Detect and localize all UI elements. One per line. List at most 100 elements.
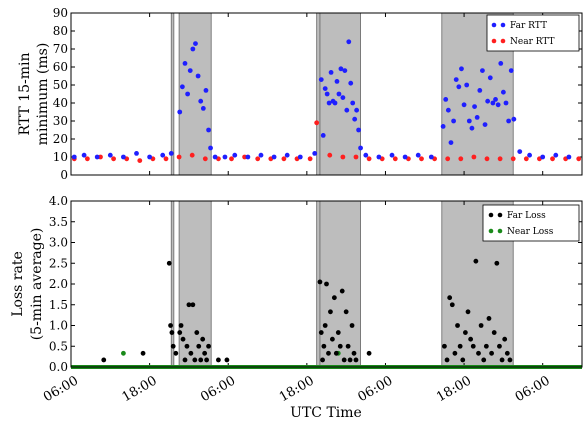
loss-ytick-label: 3.5 (49, 215, 68, 229)
rtt-far-point (168, 151, 174, 156)
loss-far-point (449, 302, 455, 308)
loss-far-point (177, 330, 183, 335)
rtt-far-point (338, 66, 344, 72)
rtt-far-point (363, 152, 369, 158)
loss-far-point (331, 295, 337, 301)
loss-xtick-label: 06:00 (41, 373, 81, 405)
loss-plot-frame (70, 200, 583, 368)
rtt-far-point (451, 118, 456, 124)
rtt-far-point (503, 100, 509, 106)
rtt-legend: Far RTT Near RTT (486, 14, 580, 52)
rtt-far-point (358, 145, 363, 151)
rtt-far-point (490, 100, 496, 106)
rtt-near-point (419, 156, 424, 162)
loss-ylabel-line-2: (5-min average) (29, 228, 45, 341)
loss-far-point (194, 330, 200, 335)
rtt-far-point (445, 107, 451, 113)
rtt-near-point (445, 156, 451, 162)
rtt-far-point (474, 115, 480, 120)
rtt-far-point (506, 118, 512, 124)
rtt-near-point (229, 156, 234, 162)
loss-ytick-label: 4.0 (49, 194, 68, 208)
loss-far-point (184, 343, 190, 349)
rtt-far-point (334, 79, 340, 84)
loss-shaded-interval (170, 200, 175, 368)
rtt-legend-near-marker (491, 38, 497, 44)
rtt-ytick-label: 0 (60, 168, 68, 182)
rtt-far-point (480, 68, 485, 73)
loss-far-point (349, 323, 355, 328)
loss-far-point (476, 350, 481, 356)
rtt-far-point (328, 70, 334, 75)
rtt-far-point (185, 91, 191, 97)
rtt-far-point (94, 154, 100, 160)
rtt-far-point (258, 152, 264, 158)
rtt-far-point (107, 152, 113, 158)
loss-far-point (507, 357, 513, 363)
rtt-shaded-interval (316, 12, 321, 176)
rtt-near-point (255, 156, 261, 162)
loss-far-point (442, 343, 447, 349)
rtt-far-point (203, 88, 209, 93)
rtt-ytick-label: 30 (53, 114, 68, 128)
loss-far-point (366, 350, 372, 356)
rtt-near-point (523, 156, 529, 162)
rtt-far-point (160, 152, 166, 158)
rtt-far-point (466, 118, 472, 124)
rtt-near-point (458, 156, 464, 162)
rtt-ylabel-line-1: RTT 15-min (17, 53, 33, 136)
loss-far-point (317, 279, 323, 285)
rtt-plot-frame (70, 12, 583, 176)
rtt-far-point (459, 66, 464, 72)
rtt-far-point (332, 100, 338, 106)
rtt-near-point (510, 156, 516, 162)
rtt-far-point (346, 39, 352, 45)
loss-ytick-label: 2.5 (49, 256, 68, 270)
rtt-near-point (366, 156, 372, 162)
loss-ytick-label: 3.0 (49, 236, 68, 250)
rtt-far-point (187, 68, 193, 73)
rtt-far-point (348, 80, 354, 86)
loss-far-point (478, 323, 484, 328)
rtt-legend-far-marker (500, 22, 506, 28)
rtt-far-point (121, 154, 126, 160)
rtt-far-point (206, 127, 211, 133)
rtt-far-point (222, 154, 228, 160)
loss-shading (170, 200, 514, 368)
loss-ylabel-line-1: Loss rate (10, 251, 26, 317)
rtt-ytick-label: 40 (53, 96, 68, 110)
rtt-far-point (312, 151, 318, 156)
rtt-far-point (485, 98, 491, 104)
rtt-legend-box (486, 14, 580, 52)
rtt-far-point (271, 154, 277, 160)
rtt-far-point (71, 154, 77, 160)
rtt-near-point (281, 156, 287, 162)
rtt-near-point (176, 154, 182, 160)
loss-ytick-label: 2.0 (49, 277, 68, 291)
loss-xtick-label: 06:00 (513, 373, 553, 405)
loss-far-point (489, 350, 494, 356)
rtt-far-point (297, 154, 303, 160)
rtt-legend-near-marker (500, 38, 506, 44)
loss-far-point (470, 343, 476, 349)
rtt-far-point (147, 154, 153, 160)
loss-far-point (452, 350, 458, 356)
rtt-near-point (84, 156, 90, 162)
rtt-ytick-label: 60 (53, 60, 68, 74)
rtt-near-point (111, 156, 116, 162)
loss-far-point (494, 260, 500, 266)
rtt-far-point (415, 152, 421, 158)
loss-far-point (216, 357, 221, 363)
rtt-far-point (493, 97, 498, 102)
loss-far-point (447, 295, 453, 301)
loss-far-point (206, 343, 211, 349)
loss-far-point (465, 309, 471, 315)
rtt-far-point (453, 77, 459, 82)
rtt-near-point (353, 154, 359, 160)
rtt-far-point (517, 149, 523, 155)
loss-far-point (337, 343, 343, 349)
rtt-far-point (508, 68, 514, 73)
rtt-far-point (322, 86, 328, 91)
rtt-far-point (464, 82, 470, 88)
rtt-far-point (134, 151, 139, 156)
